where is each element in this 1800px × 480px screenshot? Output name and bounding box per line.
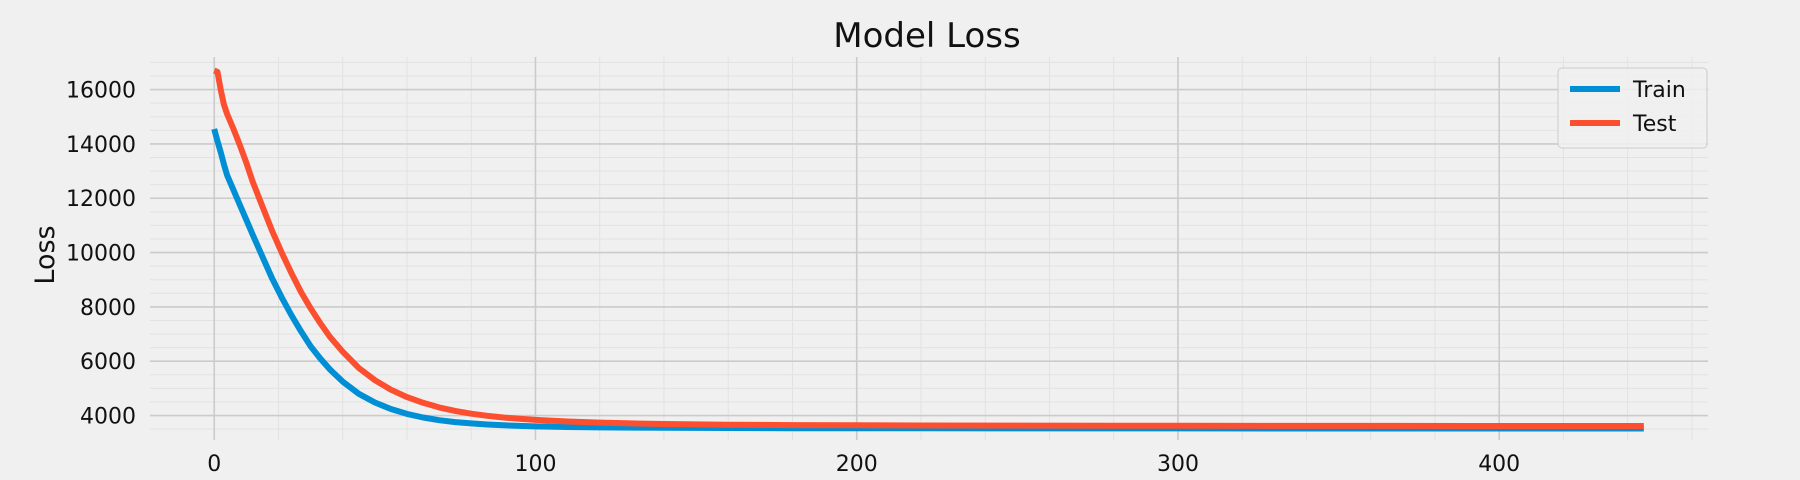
legend: Train Test bbox=[1557, 67, 1708, 149]
legend-label-train: Train bbox=[1632, 78, 1686, 103]
x-tick-label: 400 bbox=[1478, 452, 1520, 477]
axis-tick-labels: 0 100 200 300 400 4000 6000 8000 10000 12000 14000… bbox=[66, 79, 1520, 477]
chart-title: Model Loss bbox=[833, 16, 1020, 56]
y-tick-label: 12000 bbox=[66, 187, 136, 212]
series-line-test bbox=[213, 67, 1644, 429]
x-tick-label: 300 bbox=[1157, 452, 1199, 477]
x-tick-label: 0 bbox=[207, 452, 221, 477]
y-tick-label: 14000 bbox=[66, 133, 136, 158]
y-axis-label: Loss bbox=[30, 225, 61, 284]
y-tick-label: 4000 bbox=[80, 405, 136, 430]
y-tick-label: 6000 bbox=[80, 350, 136, 375]
series-line-train bbox=[211, 128, 1644, 432]
legend-label-test: Test bbox=[1632, 112, 1677, 137]
x-tick-label: 100 bbox=[514, 452, 556, 477]
series-lines bbox=[211, 67, 1644, 432]
minor-gridlines bbox=[150, 57, 1708, 440]
y-tick-label: 16000 bbox=[66, 79, 136, 104]
x-tick-label: 200 bbox=[836, 452, 878, 477]
y-tick-label: 10000 bbox=[66, 242, 136, 267]
y-tick-label: 8000 bbox=[80, 296, 136, 321]
